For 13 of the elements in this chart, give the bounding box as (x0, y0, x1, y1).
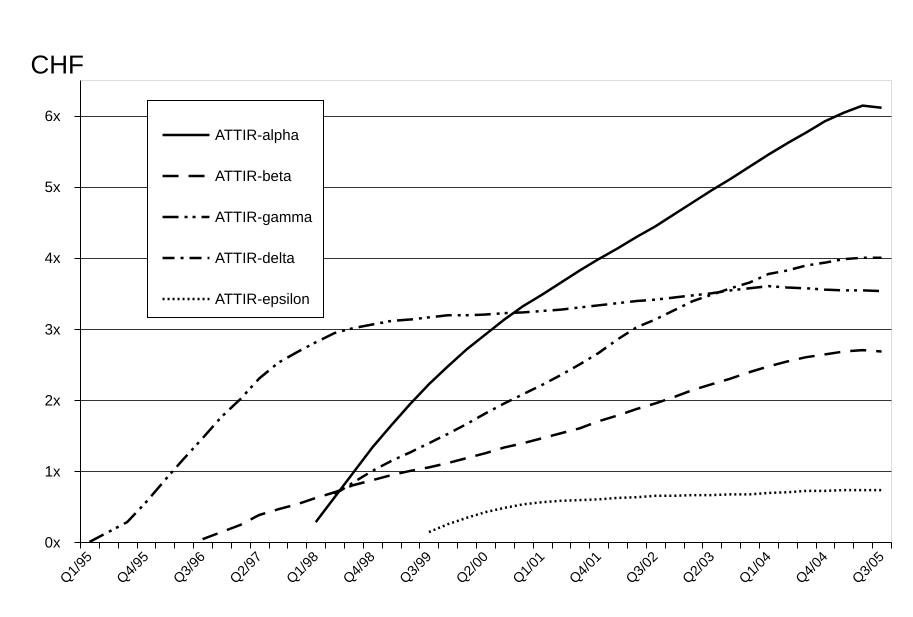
legend-label: ATTIR-epsilon (215, 291, 310, 308)
y-tick-label: 4x (44, 250, 61, 268)
y-tick-label: 5x (44, 179, 61, 196)
y-tick-label: 6x (44, 108, 61, 126)
legend-label: ATTIR-alpha (215, 127, 300, 144)
y-axis-title: CHF (30, 50, 84, 80)
y-tick-label: 0x (44, 534, 61, 552)
y-tick-label: 1x (44, 463, 61, 480)
y-tick-label: 2x (44, 392, 61, 410)
y-tick-label: 3x (44, 321, 61, 338)
legend-label: ATTIR-delta (215, 250, 296, 267)
legend-label: ATTIR-gamma (215, 209, 313, 226)
legend-label: ATTIR-beta (215, 168, 292, 185)
